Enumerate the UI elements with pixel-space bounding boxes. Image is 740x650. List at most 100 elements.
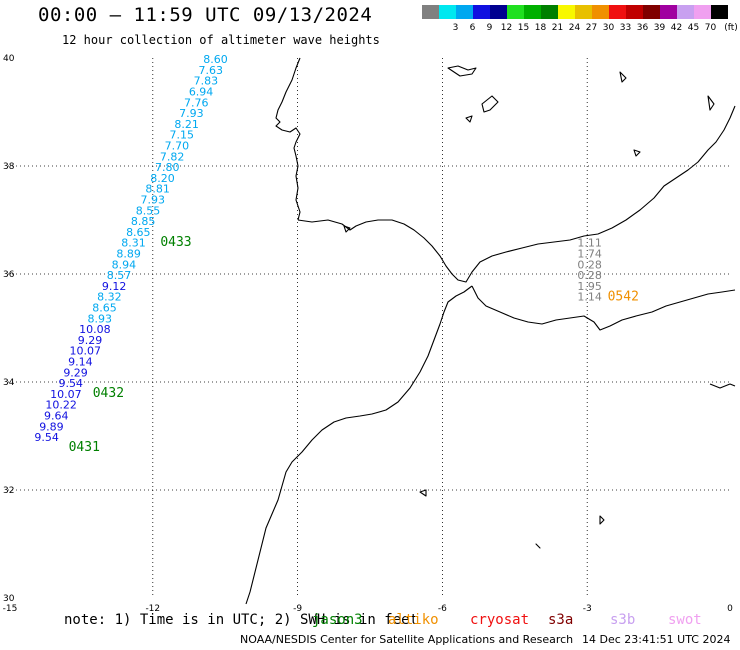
legend-swatch (711, 5, 728, 19)
swh-value: 8.21 (174, 118, 199, 131)
legend-swatch (626, 5, 643, 19)
swh-value: 8.60 (203, 53, 228, 66)
map-title: 00:00 – 11:59 UTC 09/13/2024 (38, 4, 373, 26)
legend-label: 21 (551, 23, 564, 33)
lat-tick-label: 38 (3, 162, 15, 172)
lat-tick-label: 40 (3, 54, 15, 64)
altimeter-passes: 8.607.637.836.947.767.938.217.157.707.82… (34, 53, 639, 455)
swh-value: 9.54 (58, 377, 83, 390)
coastline-morocco-med (471, 285, 736, 331)
legend-label: 42 (670, 23, 683, 33)
lat-tick-label: 36 (3, 270, 15, 280)
pass-time-label: 0542 (608, 290, 639, 305)
swh-value: 8.93 (87, 312, 112, 325)
legend-swatch (524, 5, 541, 19)
swh-value: 8.20 (150, 172, 175, 185)
pass-time-label: 0433 (160, 235, 191, 250)
swh-value: 8.94 (112, 258, 137, 271)
swh-value: 9.12 (102, 280, 127, 293)
swh-value: 10.22 (45, 399, 77, 412)
lon-tick-label: -3 (583, 604, 592, 614)
pass-time-label: 0432 (93, 386, 124, 401)
legend-label: 45 (687, 23, 700, 33)
legend-swatch (456, 5, 473, 19)
satellite-s3b: s3b (610, 612, 636, 628)
lon-tick-label: 0 (727, 604, 733, 614)
map-subtitle: 12 hour collection of altimeter wave hei… (62, 33, 380, 47)
legend-label: 33 (619, 23, 632, 33)
legend-swatch (643, 5, 660, 19)
coastline (245, 57, 736, 605)
legend-swatch (660, 5, 677, 19)
legend-swatch (439, 5, 456, 19)
swh-value: 7.83 (194, 75, 219, 88)
lon-tick-label: -12 (145, 604, 160, 614)
island-6 (633, 149, 641, 157)
swh-value: 9.89 (39, 420, 64, 433)
island-1 (447, 65, 477, 77)
legend-label: 12 (500, 23, 513, 33)
legend-swatch (694, 5, 711, 19)
legend-swatch (592, 5, 609, 19)
legend-label: 36 (636, 23, 649, 33)
legend-label: 3 (452, 23, 459, 33)
swh-value: 8.31 (121, 237, 146, 250)
swh-value: 8.81 (145, 183, 170, 196)
island-7 (599, 515, 605, 525)
footer-note: note: 1) Time is in UTC; 2) SWH is in fe… (64, 612, 419, 628)
satellite-cryosat: cryosat (470, 612, 530, 628)
swh-value: 7.82 (160, 150, 185, 163)
timestamp: 14 Dec 23:41:51 UTC 2024 (582, 633, 731, 646)
legend-swatch (575, 5, 592, 19)
legend-label: 27 (585, 23, 598, 33)
satellite-altiko: altiko (388, 612, 439, 628)
swh-value: 10.07 (69, 345, 101, 358)
swh-value: 7.70 (165, 139, 190, 152)
lon-tick-label: -15 (3, 604, 18, 614)
legend-label: 24 (568, 23, 581, 33)
swh-value: 8.55 (136, 204, 161, 217)
island-4 (619, 71, 627, 83)
swh-value: 9.29 (63, 366, 88, 379)
swh-value: 6.94 (189, 85, 214, 98)
swh-value: 0.28 (577, 258, 602, 271)
coastline-portugal-west (275, 57, 301, 221)
satellite-jason3: jason3 (312, 612, 363, 628)
pass-time-label: 0431 (69, 440, 100, 455)
lat-tick-label: 30 (3, 594, 15, 604)
legend-swatch (609, 5, 626, 19)
island-9 (535, 543, 541, 549)
swh-value: 7.63 (198, 64, 223, 77)
swh-value: 9.54 (34, 431, 59, 444)
island-2 (481, 95, 499, 113)
swh-value: 1.11 (577, 237, 602, 250)
legend-swatch (490, 5, 507, 19)
coastline-morocco (245, 285, 473, 605)
lat-tick-label: 34 (3, 378, 15, 388)
swh-value: 8.85 (131, 215, 156, 228)
island-11 (343, 225, 351, 233)
swh-value: 1.74 (577, 247, 602, 260)
island-5 (707, 95, 715, 111)
swh-value: 7.76 (184, 96, 209, 109)
coastline-spain-south (297, 105, 736, 283)
swh-value: 7.80 (155, 161, 180, 174)
swh-value: 1.14 (577, 291, 602, 304)
legend-unit: (ft) (724, 23, 738, 33)
legend-label: 15 (517, 23, 530, 33)
legend-label: 39 (653, 23, 666, 33)
swh-value: 10.07 (50, 388, 82, 401)
legend-label: 30 (602, 23, 615, 33)
legend-swatch (677, 5, 694, 19)
swh-value: 8.57 (107, 269, 132, 282)
legend-label: 18 (534, 23, 547, 33)
island-3 (465, 115, 473, 123)
swh-value: 0.28 (577, 269, 602, 282)
legend-label: 9 (486, 23, 493, 33)
lon-tick-label: -6 (438, 604, 447, 614)
swh-value: 9.29 (78, 334, 103, 347)
swh-value: 9.14 (68, 355, 93, 368)
legend-label: 70 (704, 23, 717, 33)
island-8 (419, 489, 427, 497)
